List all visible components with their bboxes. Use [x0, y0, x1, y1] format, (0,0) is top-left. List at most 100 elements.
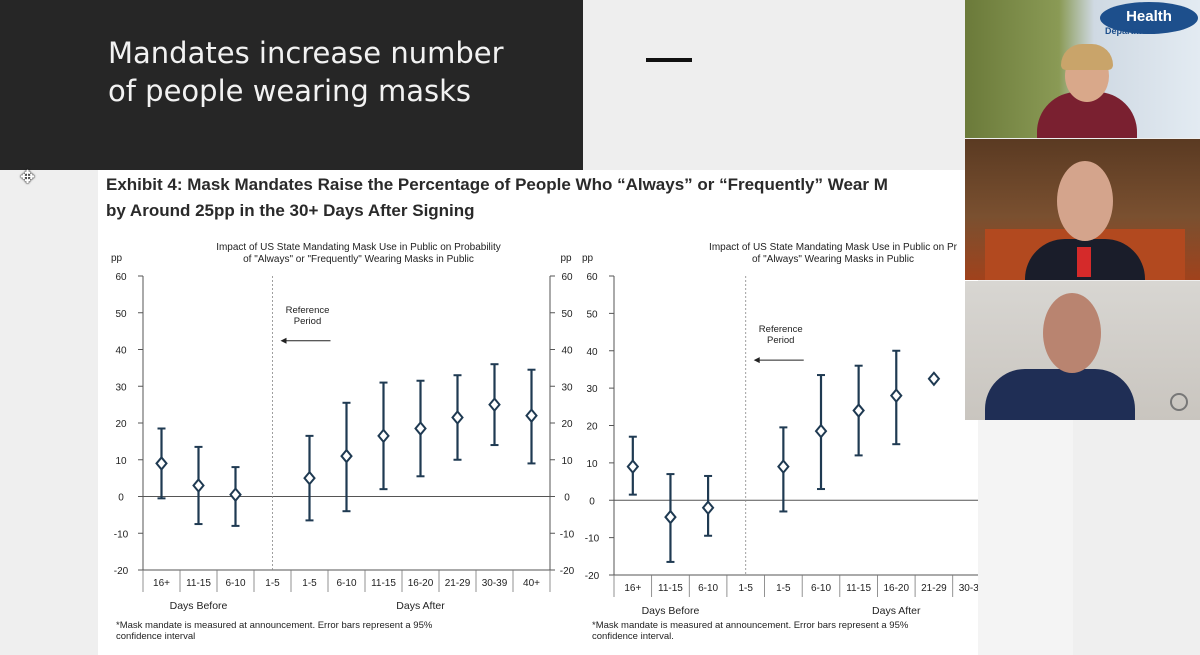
chart-1-xtick-label: 16-20: [408, 578, 434, 589]
chart-1-xtick-label: 40+: [523, 578, 540, 589]
chart-1-xtick-label: 1-5: [265, 578, 280, 589]
chart-1-xtick-label: 30-39: [482, 578, 508, 589]
chart-2-xtick-label: 16+: [624, 583, 641, 594]
chart-1-point: [488, 397, 501, 413]
chart-2-right-edge: [978, 420, 1073, 655]
chart-1-point: [414, 420, 427, 437]
chart-1-ytick-label: 40: [115, 346, 127, 357]
health-department-logo: Health: [1100, 2, 1198, 34]
chart-1-point: [525, 408, 538, 424]
chart-1-xtick-label: 21-29: [445, 578, 471, 589]
chart-1-xtick-label: 6-10: [336, 578, 356, 589]
chart-1-xtick-label: 11-15: [371, 578, 396, 589]
chart-1-xtick-label: 1-5: [302, 578, 317, 589]
chart-1-ytick-label-right: 20: [561, 419, 573, 430]
chart-2-title-line: Impact of US State Mandating Mask Use in…: [709, 242, 958, 253]
chart-2-ytick-label: 40: [586, 347, 598, 358]
exhibit-title: Exhibit 4: Mask Mandates Raise the Perce…: [106, 175, 888, 220]
exhibit-panel: Exhibit 4: Mask Mandates Raise the Perce…: [98, 170, 978, 655]
chart-1-ytick-label: 20: [115, 419, 127, 430]
chart-1-point: [340, 448, 353, 464]
chart-2-group-label: Days Before: [642, 605, 700, 617]
chart-1-xtick-label: 16+: [153, 578, 170, 589]
chart-1-point: [303, 470, 316, 486]
chart-2-xtick-label: 6-10: [811, 583, 831, 594]
chart-1-group-label: Days Before: [170, 600, 228, 612]
chart-1-ytick-label: -10: [114, 529, 129, 540]
chart-1-ytick-label-right: 0: [564, 493, 570, 504]
chart-2-ytick-label: 30: [586, 384, 598, 395]
chart-2-xtick-label: 1-5: [776, 583, 791, 594]
video-tile-2[interactable]: [965, 139, 1200, 280]
chart-2-reference-label: Reference: [759, 324, 803, 335]
charts-canvas: Impact of US State Mandating Mask Use in…: [111, 242, 978, 617]
participant-body: [985, 369, 1135, 420]
chart-2-ytick-label: 60: [586, 272, 598, 283]
chart-1-ytick-label: 0: [118, 493, 124, 504]
chart-2-ytick-label: 0: [589, 496, 595, 507]
chart-1-ytick-label-right: 50: [561, 309, 573, 320]
chart-1-reference-label: Reference: [286, 305, 330, 316]
chart-2-ytick-label: 50: [586, 309, 598, 320]
chart-2-point: [927, 371, 941, 387]
chart-1-ytick-label-right: 10: [561, 456, 573, 467]
slide-title-panel: [0, 0, 583, 170]
chart-1-point: [229, 487, 242, 503]
chart-1-point: [451, 409, 464, 426]
chart-1-ytick-label: -20: [114, 566, 129, 577]
chart-2-xtick-label: 16-20: [883, 583, 909, 594]
chart-1-ylabel-right: pp: [560, 253, 572, 264]
chart-1-reference-arrowhead: [280, 337, 287, 344]
slide-title: Mandates increase number of people weari…: [108, 36, 504, 108]
pointer-cursor-icon: ✥: [20, 167, 36, 187]
chart-1-ytick-label-right: -20: [560, 566, 575, 577]
chart-2-xtick-label: 11-15: [658, 583, 683, 594]
chart-2-reference-label: Period: [767, 335, 794, 346]
chart-2-point: [701, 500, 715, 516]
chart-2-group-label: Days After: [872, 605, 921, 617]
chart-2-point: [814, 423, 828, 439]
chart-1-reference-label: Period: [294, 316, 321, 327]
chart-1-xtick-label: 6-10: [225, 578, 245, 589]
chart-2-point: [626, 459, 640, 475]
chart-2-title-line: of "Always" Wearing Masks in Public: [752, 254, 914, 265]
chart-1-ytick-label: 50: [115, 309, 127, 320]
chart-2-point: [777, 459, 790, 475]
participant-tie: [1077, 247, 1091, 277]
chart-1-title-line: Impact of US State Mandating Mask Use in…: [216, 242, 501, 253]
participant-hair: [1061, 44, 1113, 70]
chart-2-xtick-label: 11-15: [846, 583, 871, 594]
chart-2-xtick-label: 1-5: [739, 583, 754, 594]
chart-1-ytick-label-right: 60: [561, 272, 573, 283]
chart-2-point: [852, 402, 865, 419]
chart-1-point: [377, 428, 390, 444]
participant-head: [1057, 161, 1113, 241]
chart-2-xtick-label: 6-10: [698, 583, 718, 594]
chart-2-note: *Mask mandate is measured at announcemen…: [592, 620, 909, 642]
wall-clock-icon: [1170, 393, 1188, 411]
dash-mark: [646, 58, 692, 62]
chart-2-ylabel: pp: [582, 253, 594, 264]
chart-1-point: [192, 477, 205, 494]
chart-1-ytick-label-right: 40: [561, 346, 573, 357]
chart-2-xtick-label: 21-29: [921, 583, 947, 594]
chart-1-group-label: Days After: [396, 600, 445, 612]
chart-1-title-line: of "Always" or "Frequently" Wearing Mask…: [243, 254, 474, 265]
chart-1-xtick-label: 11-15: [186, 578, 211, 589]
chart-1-ytick-label-right: 30: [561, 382, 573, 393]
chart-1-note: *Mask mandate is measured at announcemen…: [116, 620, 433, 642]
chart-2-point: [889, 388, 903, 404]
health-department-logo-subtext: Department: [1105, 26, 1156, 36]
chart-2-ytick-label: -20: [585, 571, 600, 582]
chart-1-point: [155, 455, 168, 471]
chart-1-ytick-label: 60: [115, 272, 127, 283]
chart-1-ytick-label-right: -10: [560, 529, 575, 540]
chart-1-ytick-label: 30: [115, 382, 127, 393]
chart-1-ylabel: pp: [111, 253, 123, 264]
chart-2-ytick-label: 20: [586, 422, 598, 433]
chart-2-point: [664, 509, 677, 525]
chart-1-ytick-label: 10: [115, 456, 127, 467]
video-tile-3[interactable]: [965, 281, 1200, 420]
participant-head: [1043, 293, 1101, 373]
chart-2-xtick-label: 30-39: [959, 583, 978, 594]
